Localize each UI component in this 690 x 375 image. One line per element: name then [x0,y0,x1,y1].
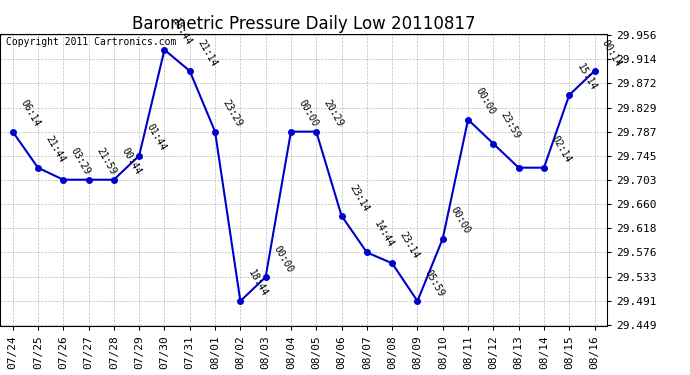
Text: 05:59: 05:59 [423,268,446,298]
Text: 00:00: 00:00 [271,244,295,274]
Text: 01:44: 01:44 [145,123,168,153]
Text: 15:14: 15:14 [575,62,598,92]
Text: 03:29: 03:29 [69,147,92,177]
Text: 23:59: 23:59 [499,110,522,141]
Text: 23:14: 23:14 [397,230,421,261]
Text: 18:44: 18:44 [170,16,193,47]
Text: 21:14: 21:14 [195,38,219,68]
Text: 06:14: 06:14 [18,98,41,129]
Text: 00:14: 00:14 [600,38,624,68]
Text: 21:59: 21:59 [94,147,117,177]
Text: 00:00: 00:00 [473,86,497,117]
Text: 21:44: 21:44 [43,135,67,165]
Text: 23:29: 23:29 [221,98,244,129]
Text: 00:00: 00:00 [448,206,472,236]
Text: 23:14: 23:14 [347,183,371,213]
Text: 00:00: 00:00 [297,98,320,129]
Text: Barometric Pressure Daily Low 20110817: Barometric Pressure Daily Low 20110817 [132,15,475,33]
Text: 02:14: 02:14 [549,135,573,165]
Text: Copyright 2011 Cartronics.com: Copyright 2011 Cartronics.com [6,37,177,46]
Text: 18:44: 18:44 [246,268,269,298]
Text: 00:44: 00:44 [119,147,143,177]
Text: 14:44: 14:44 [373,219,396,250]
Text: 20:29: 20:29 [322,98,345,129]
